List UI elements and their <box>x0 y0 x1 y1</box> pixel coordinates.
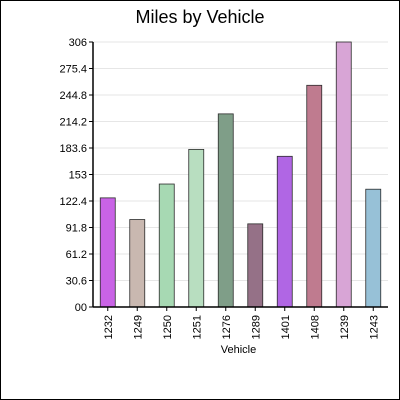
x-tick-label: 1232 <box>103 315 115 339</box>
bar-1251 <box>189 149 204 307</box>
x-axis-ticks: 1232 1249 1250 1251 1276 1289 1401 1408 1239 1243 <box>103 307 381 339</box>
y-tick-label: 00 <box>75 302 87 314</box>
y-tick-label: 275.4 <box>59 64 87 76</box>
y-tick-label: 306 <box>69 37 87 49</box>
bar-1408 <box>307 85 322 307</box>
y-tick-label: 214.2 <box>59 117 87 129</box>
x-tick-label: 1251 <box>191 315 203 339</box>
x-tick-label: 1408 <box>309 315 321 339</box>
bar-1289 <box>248 224 263 307</box>
bar-1276 <box>218 114 233 307</box>
bar-1401 <box>277 156 292 307</box>
y-tick-label: 61.2 <box>66 249 87 261</box>
bar-1239 <box>336 42 351 307</box>
y-axis-ticks: 00 30.6 61.2 91.8 122.4 153 183.6 214.2 244.8 275… <box>59 37 93 314</box>
bar-1243 <box>366 189 381 307</box>
y-tick-label: 153 <box>69 170 87 182</box>
x-tick-label: 1289 <box>250 315 262 339</box>
x-tick-label: 1250 <box>162 315 174 339</box>
y-tick-label: 183.6 <box>59 143 87 155</box>
x-axis-label: Vehicle <box>221 344 256 356</box>
x-tick-label: 1239 <box>339 315 351 339</box>
x-tick-label: 1243 <box>368 315 380 339</box>
bar-1249 <box>130 220 145 307</box>
x-tick-label: 1249 <box>132 315 144 339</box>
x-tick-label: 1401 <box>280 315 292 339</box>
bar-1232 <box>100 198 115 307</box>
y-tick-label: 244.8 <box>59 90 87 102</box>
x-tick-label: 1276 <box>221 315 233 339</box>
y-tick-label: 30.6 <box>66 276 87 288</box>
y-tick-label: 122.4 <box>59 196 87 208</box>
y-tick-label: 91.8 <box>66 223 87 235</box>
bar-1250 <box>159 184 174 307</box>
